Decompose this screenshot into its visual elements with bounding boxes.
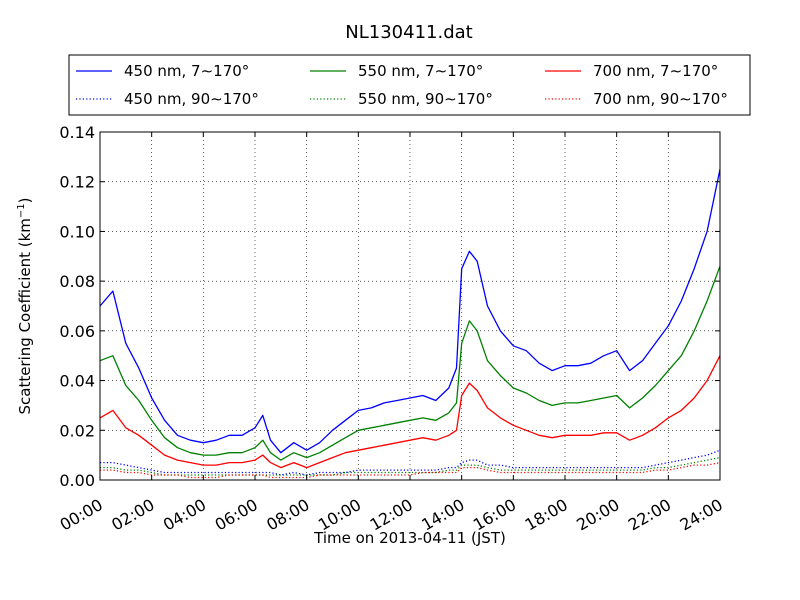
legend-box bbox=[68, 54, 751, 116]
series-line-0 bbox=[99, 169, 721, 454]
y-tick-label: 0.10 bbox=[59, 222, 95, 241]
y-axis-label-exponent: −1 bbox=[16, 203, 27, 218]
x-axis-label: Time on 2013-04-11 (JST) bbox=[313, 529, 506, 547]
y-tick-label: 0.04 bbox=[59, 372, 95, 391]
grid-lines bbox=[100, 132, 720, 480]
y-tick-label: 0.00 bbox=[59, 471, 95, 490]
chart-title: NL130411.dat bbox=[345, 22, 472, 43]
legend-label-1: 450 nm, 90∼170° bbox=[124, 90, 259, 108]
y-tick-labels: 0.00 0.02 0.04 0.06 0.08 0.10 0.12 0.14 bbox=[59, 123, 95, 490]
legend-label-2: 550 nm, 7∼170° bbox=[358, 62, 483, 80]
plot-area bbox=[99, 131, 721, 481]
legend-label-5: 700 nm, 90∼170° bbox=[593, 90, 728, 108]
legend: 450 nm, 7∼170° 550 nm, 7∼170° 700 nm, 7∼17… bbox=[68, 54, 751, 116]
plot-background bbox=[100, 132, 720, 480]
y-tick-label: 0.08 bbox=[59, 272, 95, 291]
axis-ticks bbox=[99, 131, 721, 481]
y-axis-label: Scattering Coefficient (km−1) bbox=[16, 197, 34, 414]
y-tick-label: 0.12 bbox=[59, 173, 95, 192]
y-tick-label: 0.14 bbox=[59, 123, 95, 142]
series-lines bbox=[99, 169, 721, 479]
legend-label-3: 550 nm, 90∼170° bbox=[358, 90, 493, 108]
series-line-2 bbox=[99, 265, 721, 461]
series-line-4 bbox=[99, 355, 721, 469]
series-line-5 bbox=[100, 461, 721, 479]
y-tick-label: 0.06 bbox=[59, 322, 95, 341]
y-axis-label-main: Scattering Coefficient (km bbox=[16, 218, 34, 414]
y-axis-label-end: ) bbox=[16, 197, 34, 203]
legend-label-4: 700 nm, 7∼170° bbox=[593, 62, 718, 80]
y-tick-label: 0.02 bbox=[59, 421, 95, 440]
series-line-3 bbox=[100, 456, 721, 476]
legend-label-0: 450 nm, 7∼170° bbox=[124, 62, 249, 80]
legend-items: 450 nm, 7∼170° 550 nm, 7∼170° 700 nm, 7∼17… bbox=[76, 62, 728, 108]
